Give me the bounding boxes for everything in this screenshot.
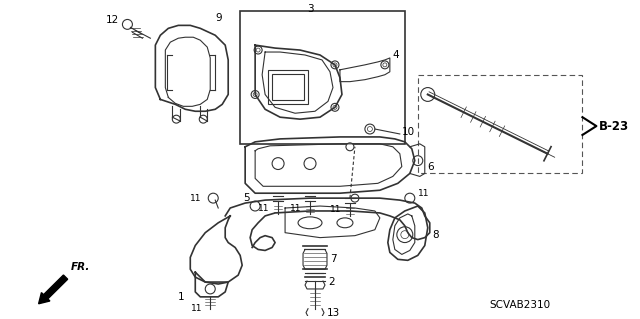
Text: 5: 5 xyxy=(243,193,250,203)
Text: 10: 10 xyxy=(402,127,415,137)
Text: 2: 2 xyxy=(328,277,335,287)
Text: 11: 11 xyxy=(259,204,270,212)
Text: 11: 11 xyxy=(291,204,302,212)
Text: 8: 8 xyxy=(432,230,438,240)
Text: 4: 4 xyxy=(393,50,399,60)
Text: B-23: B-23 xyxy=(598,120,628,133)
Text: 11: 11 xyxy=(418,189,429,198)
Text: 1: 1 xyxy=(179,292,185,302)
Text: 6: 6 xyxy=(427,161,433,172)
Bar xyxy=(240,11,405,144)
Text: 11: 11 xyxy=(191,304,202,313)
Circle shape xyxy=(351,194,359,202)
Text: FR.: FR. xyxy=(70,262,90,272)
Text: 3: 3 xyxy=(307,4,314,14)
Bar xyxy=(268,70,308,104)
Text: 12: 12 xyxy=(106,15,118,26)
Text: 7: 7 xyxy=(330,254,337,264)
Text: 9: 9 xyxy=(215,13,222,24)
Circle shape xyxy=(346,143,354,151)
Text: SCVAB2310: SCVAB2310 xyxy=(490,300,551,310)
Bar xyxy=(418,75,582,174)
Bar xyxy=(272,74,304,100)
Polygon shape xyxy=(38,275,68,304)
Text: 11: 11 xyxy=(330,205,342,214)
Text: 11: 11 xyxy=(189,194,201,203)
Text: 13: 13 xyxy=(327,308,340,318)
